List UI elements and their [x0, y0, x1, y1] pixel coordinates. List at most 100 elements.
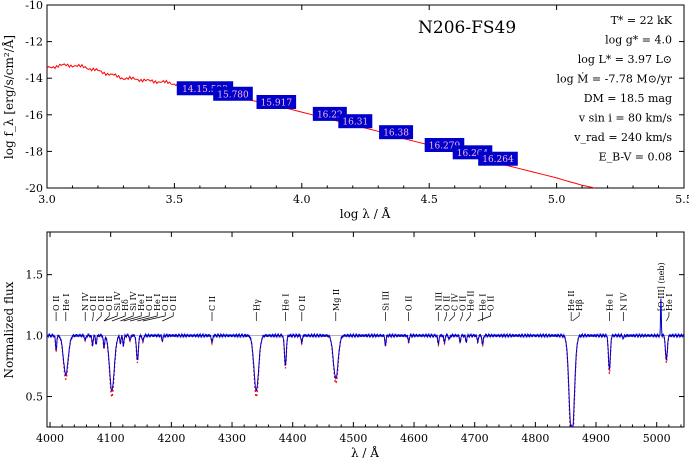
photometry-magnitude: 16.264 [482, 155, 514, 165]
photometry-magnitude: 16.31 [342, 118, 368, 128]
sed-y-tick-label: -18 [25, 145, 43, 158]
photometry-box [256, 94, 297, 109]
line-id-label: He I [665, 294, 674, 311]
stellar-parameter: log g* = 4.0 [605, 34, 672, 47]
line-id-leader [162, 315, 174, 322]
line-id-leader [448, 315, 455, 322]
line-id-label: He I [62, 294, 71, 311]
sed-plot-frame [46, 4, 685, 189]
line-id-leader [137, 315, 158, 322]
line-id-label: Si III [382, 291, 391, 311]
line-id-leader [666, 315, 670, 322]
star-name: N206-FS49 [418, 18, 516, 38]
sed-panel: 3.0 3.5 4.0 4.5 5.0 5.5 -10 -12 -14 -16 -18 -20 14.… [1, 0, 689, 221]
photometry-box [379, 125, 414, 140]
sed-x-tick-label: 3.0 [38, 193, 56, 206]
stellar-parameter: log L* = 3.97 L⊙ [578, 53, 672, 66]
spec-x-tick-label: 4600 [400, 432, 428, 445]
line-id-label: O II [52, 296, 61, 311]
sed-x-tick-label: 5.5 [675, 193, 689, 206]
stellar-parameter: E_B-V = 0.08 [599, 151, 672, 164]
line-id-label: Hγ [252, 299, 261, 311]
sed-x-tick-label: 3.5 [166, 193, 184, 206]
line-id-label: He I [605, 294, 614, 311]
stellar-parameter: T* = 22 kK [611, 14, 673, 27]
line-id-label: O II [161, 296, 170, 311]
photometry-box [338, 114, 373, 129]
sed-y-tick-label: -20 [25, 182, 43, 195]
photometry-magnitude: 14.15.593 [182, 85, 228, 95]
spectrum-plot-frame [46, 231, 685, 428]
spec-x-tick-label: 4000 [36, 432, 64, 445]
line-id-leader [444, 315, 447, 322]
line-id-label: O II [442, 296, 451, 311]
line-id-leader [103, 315, 110, 322]
line-id-leader [459, 315, 463, 322]
stellar-parameter: DM = 18.5 mag [584, 92, 672, 105]
spectrum-x-axis-label: λ / Å [351, 445, 379, 460]
sed-y-axis-label: log f_λ [erg/s/cm²/Å] [1, 35, 16, 159]
spec-x-tick-label: 5000 [643, 432, 671, 445]
photometry-magnitude: 16.22 [317, 110, 343, 120]
line-id-label: He II [466, 290, 475, 311]
line-id-leader [572, 315, 580, 322]
sed-y-tick-label: -16 [25, 109, 43, 122]
sed-x-axis-label: log λ / Å [340, 206, 391, 221]
spec-x-tick-label: 4100 [97, 432, 125, 445]
line-id-label: Si IV [129, 291, 138, 311]
spec-y-tick-label: 1.0 [26, 330, 44, 343]
line-id-leader [130, 315, 150, 322]
photometry-magnitude: 16.38 [383, 129, 409, 139]
line-id-label: He I [153, 294, 162, 311]
line-id-label: Hβ [575, 299, 584, 311]
spec-x-tick-label: 4300 [218, 432, 246, 445]
spec-x-tick-label: 4700 [461, 432, 489, 445]
stellar-parameters: T* = 22 kK log g* = 4.0 log L* = 3.97 L⊙ lo… [556, 14, 672, 164]
line-id-leader [142, 315, 166, 322]
line-id-label: He II [567, 290, 576, 311]
spec-x-tick-label: 4800 [521, 432, 549, 445]
line-id-label: O II [298, 296, 307, 311]
spectrum-panel: 4000 4100 4200 4300 4400 4500 4600 4700 4800 4900… [2, 231, 685, 460]
line-id-label: Hδ [121, 299, 130, 311]
sed-x-tick-label: 4.5 [420, 193, 438, 206]
photometry-magnitude: 16.264 [457, 149, 489, 159]
spec-x-tick-label: 4900 [582, 432, 610, 445]
line-id-label: O II [97, 296, 106, 311]
line-id-label: [O III] (neb) [657, 262, 666, 311]
sed-y-tick-label: -10 [25, 0, 43, 12]
spec-x-tick-label: 4500 [339, 432, 367, 445]
spectrum-axis-ticks: 4000 4100 4200 4300 4400 4500 4600 4700 4800 4900… [26, 232, 684, 445]
line-id-leader [103, 315, 118, 322]
line-id-leader [465, 315, 471, 322]
model-spectrum [47, 335, 684, 428]
line-id-leader [477, 315, 491, 322]
line-id-label: O II [89, 296, 98, 311]
line-id-label: N IV [619, 292, 628, 311]
photometry-box [478, 151, 518, 166]
spec-x-tick-label: 4400 [279, 432, 307, 445]
line-id-label: He I [137, 294, 146, 311]
sed-y-tick-label: -14 [25, 72, 43, 85]
line-id-label: Mg II [332, 289, 341, 311]
sed-curve-group [46, 63, 595, 189]
line-id-label: O II [458, 296, 467, 311]
line-id-label: He I [479, 294, 488, 311]
photometry-magnitude: 15.917 [261, 98, 293, 108]
sed-y-tick-label: -12 [25, 36, 43, 49]
line-id-leader [120, 315, 134, 322]
line-id-leader [123, 315, 142, 322]
stellar-parameter: log Ṁ = -7.78 M⊙/yr [556, 72, 672, 86]
line-id-label: C IV [450, 293, 459, 311]
sed-model-line [46, 63, 595, 189]
line-id-label: O II [487, 296, 496, 311]
photometry-magnitude: 15.780 [217, 90, 249, 100]
photometry-magnitude: 16.279 [429, 141, 461, 151]
line-id-label: He I [281, 294, 290, 311]
line-id-leader [111, 315, 126, 322]
sed-x-tick-label: 5.0 [548, 193, 566, 206]
stellar-parameter: v sin i = 80 km/s [578, 112, 672, 125]
line-id-label: N III [434, 292, 443, 311]
